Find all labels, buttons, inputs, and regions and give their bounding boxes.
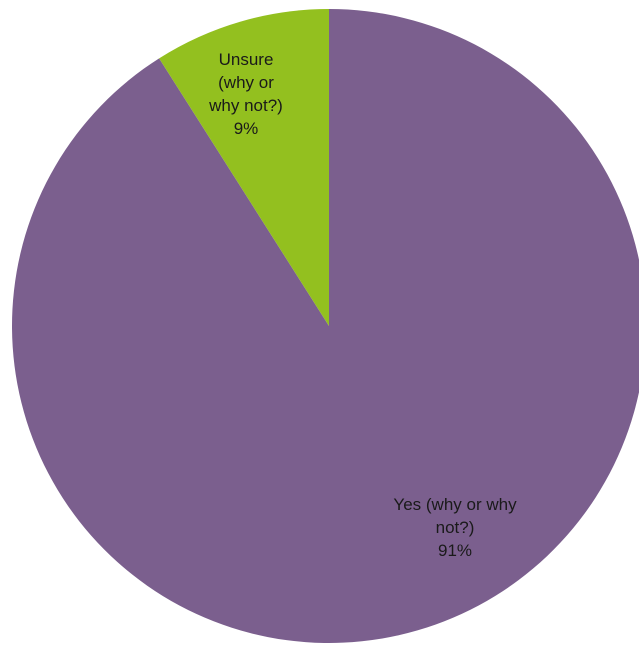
pie-slice-label-line: (why or <box>218 73 274 92</box>
pie-labels: Yes (why or why not?) 91% Unsure (why or why … <box>208 50 517 560</box>
pie-slice-label-0: Yes (why or why not?) 91% <box>393 495 517 560</box>
pie-slice-0 <box>12 9 639 643</box>
pie-slice-label-line: why not?) <box>208 96 283 115</box>
pie-slice-label-line: not?) <box>436 518 475 537</box>
pie-slices <box>12 9 639 643</box>
pie-slice-percent: 91% <box>438 541 472 560</box>
pie-slice-label-line: Unsure <box>219 50 274 69</box>
pie-slice-label-line: Yes (why or why <box>393 495 517 514</box>
pie-slice-label-1: Unsure (why or why not?) 9% <box>208 50 283 138</box>
pie-slice-1 <box>159 9 329 326</box>
pie-slice-percent: 9% <box>234 119 259 138</box>
